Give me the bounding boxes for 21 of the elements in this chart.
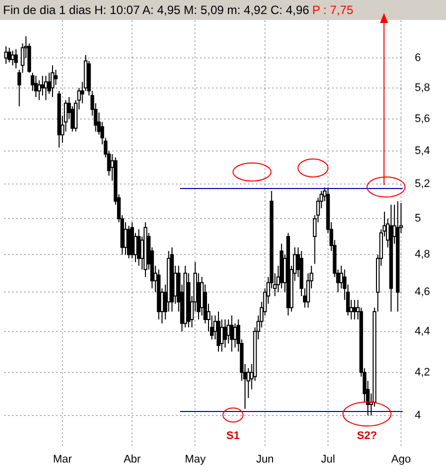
x-tick-label: Mar [52, 453, 72, 466]
x-tick-label: Abr [124, 453, 142, 466]
y-tick-label: 5,4 [414, 144, 430, 157]
x-tick-label: May [184, 453, 206, 466]
y-tick-label: 6 [414, 52, 421, 64]
y-tick-label: 4,8 [414, 248, 430, 261]
y-tick-label: 4,4 [414, 325, 430, 338]
y-tick-label: 4 [414, 409, 421, 422]
y-tick-label: 4,6 [414, 286, 430, 298]
y-tick-label: 5,8 [414, 82, 430, 94]
chart-subtitle: P : 7,75 [312, 3, 354, 17]
annotation: S1 [226, 430, 240, 442]
annotation: S2? [356, 430, 378, 442]
x-tick-label: Jul [320, 453, 336, 466]
x-tick-label: Jun [256, 453, 274, 466]
chart-title: Fin de dia 1 dias H: 10:07 A: 4,95 M: 5,09 m: 4,92 C: 4,96 [3, 3, 310, 17]
y-tick-label: 4,2 [414, 366, 430, 378]
y-tick-label: 5 [414, 212, 421, 225]
y-tick-label: 5,6 [414, 112, 430, 125]
x-tick-label: Ago [391, 453, 411, 466]
y-tick-label: 5,2 [414, 178, 430, 190]
